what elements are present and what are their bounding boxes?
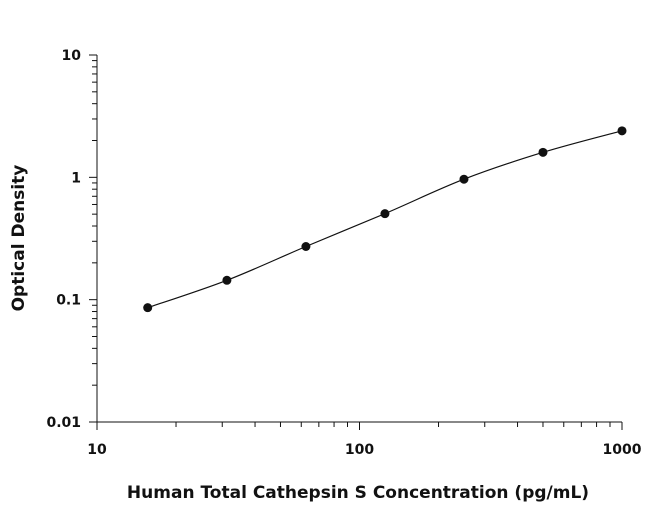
x-axis-title: Human Total Cathepsin S Concentration (p…: [127, 483, 589, 503]
data-point: [301, 242, 311, 252]
data-point: [538, 147, 548, 157]
tick-labels: 10 100 1000 0.01 0.1 1 10: [46, 48, 641, 458]
y-tick-label: 1: [71, 170, 81, 186]
x-tick-label: 1000: [603, 442, 642, 458]
data-point: [459, 174, 469, 184]
x-tick-label: 10: [87, 442, 107, 458]
ticks: [89, 54, 623, 430]
x-tick-label: 100: [345, 442, 374, 458]
y-tick-label: 0.01: [46, 415, 81, 431]
data-point: [380, 209, 390, 219]
fit-curve: [147, 130, 623, 309]
data-point: [143, 303, 153, 313]
y-tick-label: 10: [62, 48, 82, 64]
y-tick-label: 0.1: [56, 293, 81, 309]
y-axis-title: Optical Density: [9, 165, 29, 312]
data-point: [617, 126, 627, 136]
axes: [96, 55, 622, 423]
data-point: [222, 275, 232, 285]
data-points: [143, 126, 627, 313]
